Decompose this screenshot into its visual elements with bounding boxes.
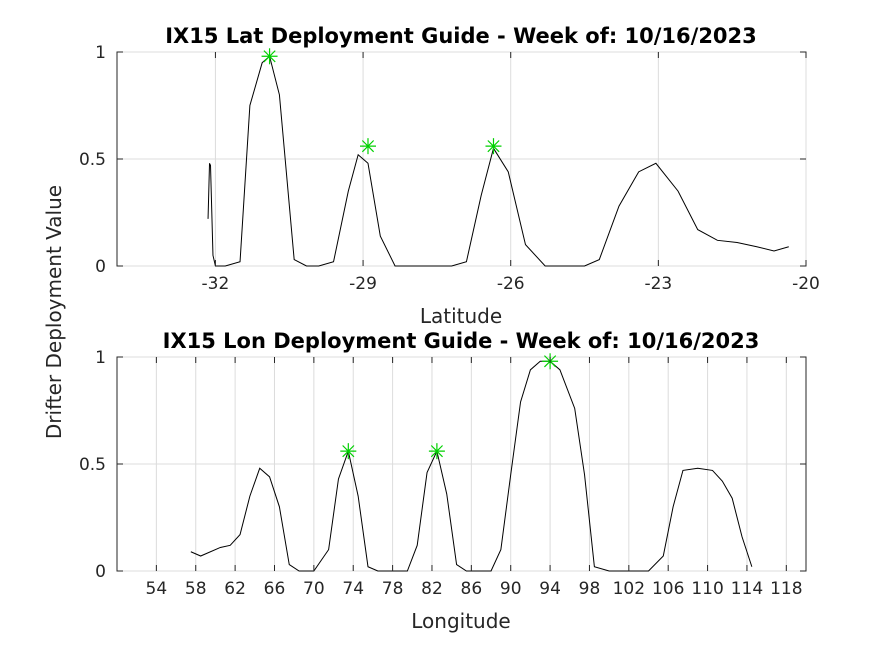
y-axis-label: Drifter Deployment Value [42, 185, 66, 439]
lat-x-tick-label: -32 [202, 274, 230, 294]
lat-peak-marker [359, 138, 376, 155]
lon-x-tick-label: 114 [731, 579, 763, 599]
lat-x-axis-label: Latitude [420, 304, 502, 328]
lon-x-axis-label: Longitude [411, 609, 510, 633]
lon-peak-marker [428, 443, 445, 460]
lat-y-tick-label: 0 [95, 257, 106, 277]
lat-peak-marker [261, 48, 278, 65]
lat-y-tick-label: 0.5 [79, 150, 106, 170]
lon-x-tick-label: 66 [264, 579, 286, 599]
lat-series-line [207, 55, 789, 267]
lat-grid [117, 51, 807, 267]
lon-x-tick-label: 98 [579, 579, 601, 599]
lon-grid [117, 356, 806, 572]
lon-x-tick-label: 74 [342, 579, 364, 599]
lon-x-tick-label: 58 [185, 579, 207, 599]
lat-panel: -32 -29 -26 -23 -20 0 0.5 1 IX15 Lat Deployment… [79, 24, 820, 328]
lon-x-tick-label: 54 [146, 579, 168, 599]
lon-y-tick-label: 0.5 [79, 455, 106, 475]
lon-x-tick-label: 102 [613, 579, 645, 599]
lat-chart-title: IX15 Lat Deployment Guide - Week of: 10/… [165, 24, 757, 48]
lon-x-tick-label: 118 [770, 579, 802, 599]
lon-x-tick-label: 82 [421, 579, 443, 599]
lon-x-tick-label: 62 [224, 579, 246, 599]
lon-y-tick-label: 0 [95, 562, 106, 582]
lon-x-tick-label: 110 [691, 579, 723, 599]
lat-x-tick-label: -20 [792, 274, 820, 294]
lon-x-tick-label: 70 [303, 579, 325, 599]
lat-peak-marker [485, 138, 502, 155]
lon-series-line [190, 360, 753, 572]
lon-peak-marker [340, 443, 357, 460]
lon-x-tick-label: 90 [500, 579, 522, 599]
lat-data-layer [207, 48, 789, 267]
lon-panel: 54 58 62 66 70 74 78 82 86 90 94 98 102 106 110 114 118 0… [79, 329, 807, 633]
lon-x-tick-label: 78 [382, 579, 404, 599]
lon-x-tick-label: 106 [652, 579, 684, 599]
lon-chart-title: IX15 Lon Deployment Guide - Week of: 10/… [163, 329, 760, 353]
lat-x-tick-label: -26 [497, 274, 525, 294]
lon-y-tick-label: 1 [95, 348, 106, 368]
lon-ticks: 54 58 62 66 70 74 78 82 86 90 94 98 102 106 110 114 118 0… [79, 348, 806, 599]
lat-y-tick-label: 1 [95, 43, 106, 63]
lat-x-tick-label: -23 [644, 274, 672, 294]
lat-ticks: -32 -29 -26 -23 -20 0 0.5 1 [79, 43, 820, 294]
lon-x-tick-label: 86 [461, 579, 483, 599]
lat-x-tick-label: -29 [349, 274, 377, 294]
lon-x-tick-label: 94 [539, 579, 561, 599]
